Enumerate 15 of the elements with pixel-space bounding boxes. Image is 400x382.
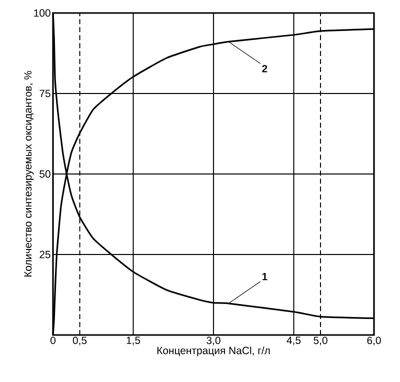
- x-tick-label: 0,5: [72, 336, 87, 346]
- y-tick-label: 100: [34, 9, 50, 17]
- x-tick-label: 0: [50, 336, 56, 344]
- x-tick-label: 5,0: [314, 336, 328, 346]
- y-tick-label: 75: [40, 90, 50, 98]
- y-axis-title: Количество синтезируемых оксидантов, %: [24, 71, 34, 277]
- x-tick-label: 1,5: [126, 336, 140, 346]
- x-tick-label: 4,5: [286, 336, 301, 346]
- annotation: 2: [262, 64, 268, 72]
- x-axis-title: Концентрация NaCl, г/л: [157, 346, 270, 356]
- y-tick-label: 50: [40, 170, 50, 178]
- x-tick-label: 3,0: [206, 336, 220, 346]
- annotation: 1: [262, 272, 268, 280]
- x-tick-label: 6,0: [367, 336, 381, 346]
- y-tick-label: 25: [40, 250, 50, 258]
